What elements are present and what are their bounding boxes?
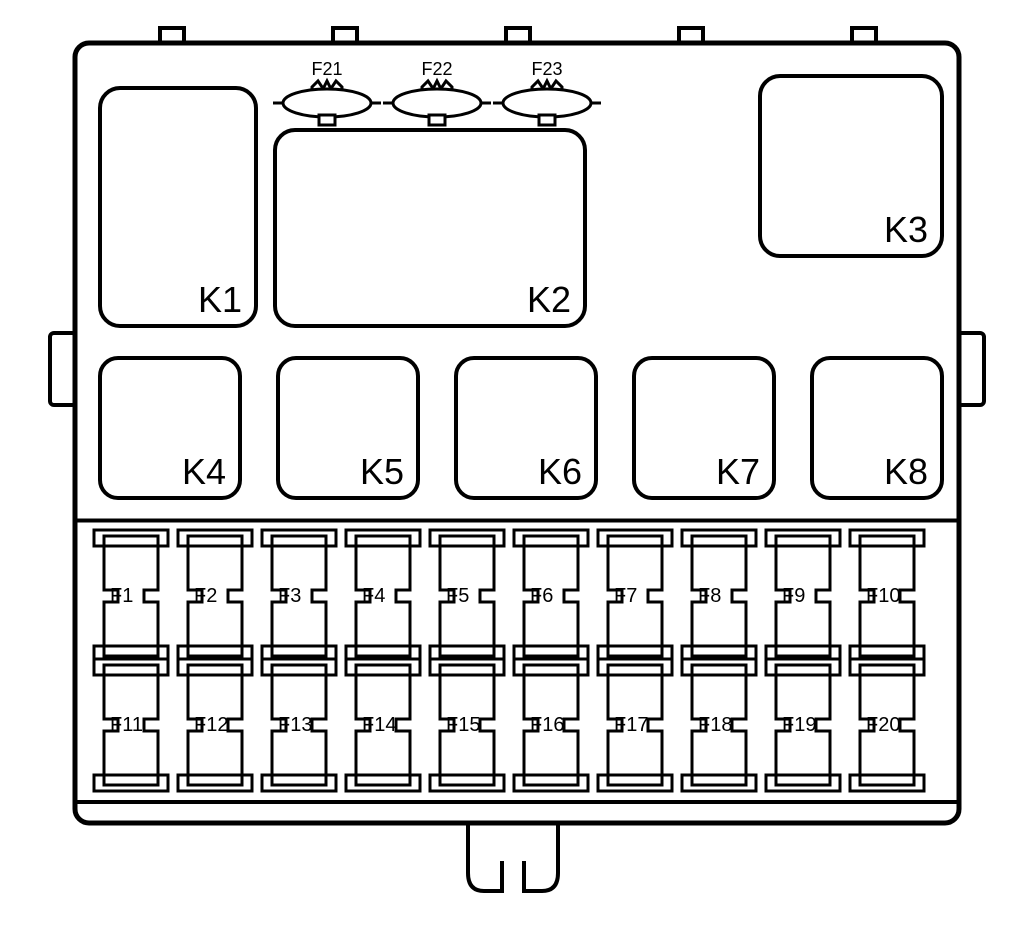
relay-k1: K1 — [100, 88, 256, 326]
relay-label: K4 — [182, 451, 226, 492]
top-fuse-label: F22 — [421, 59, 452, 79]
relay-k4: K4 — [100, 358, 240, 498]
fuse-label: F3 — [278, 585, 301, 607]
fuse-label: F18 — [698, 714, 732, 736]
fuse-label: F7 — [614, 585, 637, 607]
fuse-label: F10 — [866, 585, 900, 607]
fuse-label: F4 — [362, 585, 385, 607]
fuse-box-diagram: K1 K2 K3 K4 K5 K6 K7 K8 F21 F22 F23 F1 F2 F3 F4 F5 F6 F7 F… — [0, 0, 1024, 929]
relay-k2: K2 — [275, 130, 585, 326]
relay-label: K8 — [884, 451, 928, 492]
top-fuse-label: F21 — [311, 59, 342, 79]
top-fuse-label: F23 — [531, 59, 562, 79]
fuse-label: F20 — [866, 714, 900, 736]
relay-k3: K3 — [760, 76, 942, 256]
fuse-label: F8 — [698, 585, 721, 607]
bottom-clip — [468, 823, 558, 891]
relay-label: K5 — [360, 451, 404, 492]
fuse-label: F2 — [194, 585, 217, 607]
side-tab — [50, 333, 76, 405]
fuse-label: F15 — [446, 714, 480, 736]
fuse-label: F19 — [782, 714, 816, 736]
fuse-label: F9 — [782, 585, 805, 607]
side-tab — [958, 333, 984, 405]
relay-label: K6 — [538, 451, 582, 492]
fuse-label: F13 — [278, 714, 312, 736]
fuse-label: F5 — [446, 585, 469, 607]
relay-label: K2 — [527, 279, 571, 320]
relay-k5: K5 — [278, 358, 418, 498]
fuse-label: F17 — [614, 714, 648, 736]
fuse-label: F14 — [362, 714, 396, 736]
fuse-label: F12 — [194, 714, 228, 736]
relay-label: K7 — [716, 451, 760, 492]
relay-label: K3 — [884, 209, 928, 250]
fuse-label: F11 — [110, 714, 143, 736]
relay-k8: K8 — [812, 358, 942, 498]
relay-label: K1 — [198, 279, 242, 320]
fuse-label: F1 — [110, 585, 133, 607]
relay-k7: K7 — [634, 358, 774, 498]
fuse-label: F16 — [530, 714, 564, 736]
fuse-label: F6 — [530, 585, 553, 607]
relay-k6: K6 — [456, 358, 596, 498]
